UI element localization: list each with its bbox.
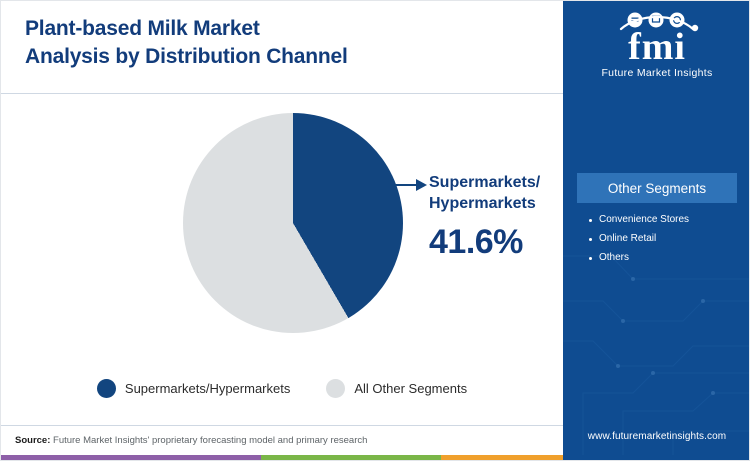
callout-label-line-1: Supermarkets/ [429,174,541,191]
list-item-label: Convenience Stores [599,214,690,225]
footer-divider [1,425,563,426]
callout-arrow-icon [383,179,429,191]
other-segments-list: Convenience Stores Online Retail Others [589,213,739,270]
other-segments-title: Other Segments [607,180,707,196]
page-title: Plant-based Milk Market Analysis by Dist… [25,15,525,70]
fmi-logo-icon: fmi [619,12,699,63]
legend-item: Supermarkets/Hypermarkets [96,379,291,398]
callout-value: 41.6% [429,223,523,261]
title-line-1: Plant-based Milk Market [25,17,260,40]
list-item: Online Retail [589,232,739,245]
callout-label: Supermarkets/ Hypermarkets [429,173,557,215]
accent-bar-orange [441,455,563,460]
accent-bar-purple [1,455,261,460]
legend-item-label: Supermarkets/Hypermarkets [124,381,291,396]
legend-item-label: All Other Segments [354,381,468,396]
brand-panel: fmi Future Market Insights Other Segment… [563,1,749,460]
accent-bar-blue [563,455,749,460]
chart-legend: Supermarkets/Hypermarkets All Other Segm… [1,379,563,398]
legend-swatch-icon [326,379,346,398]
list-item-label: Others [599,252,630,263]
bullet-icon [589,238,592,241]
accent-bar-green [261,455,441,460]
source-label: Source: [15,435,51,446]
legend-swatch-icon [96,379,116,398]
chart-panel: Plant-based Milk Market Analysis by Dist… [1,1,563,460]
legend-item: All Other Segments [326,379,467,398]
source-note: Source: Future Market Insights' propriet… [15,435,367,446]
callout-label-line-2: Hypermarkets [429,194,536,212]
accent-bar-strip [1,455,749,460]
title-divider [1,93,563,94]
bullet-icon [589,257,592,260]
brand-logo: fmi Future Market Insights [577,9,737,89]
brand-tagline: Future Market Insights [601,67,713,79]
decorative-background [563,255,749,460]
source-text: Future Market Insights' proprietary fore… [50,435,368,446]
svg-text:fmi: fmi [628,26,686,63]
list-item: Convenience Stores [589,213,739,226]
list-item-label: Online Retail [599,233,657,244]
title-line-2: Analysis by Distribution Channel [25,44,348,68]
website-url[interactable]: www.futuremarketinsights.com [587,431,727,442]
list-item: Others [589,251,739,264]
arrow-shaft [383,184,417,186]
other-segments-header: Other Segments [577,173,737,203]
pie-slices [183,113,403,333]
bullet-icon [589,219,592,222]
arrow-head [416,179,427,191]
pie-chart [183,113,403,333]
